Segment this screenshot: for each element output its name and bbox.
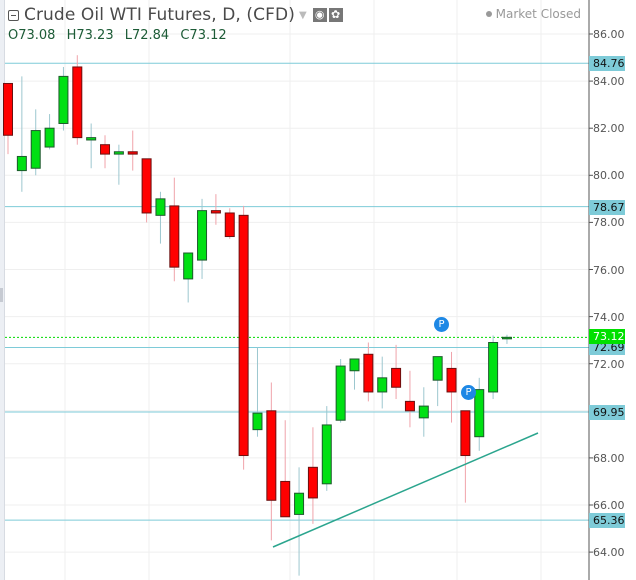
status-dot-icon (485, 11, 492, 17)
candle (280, 420, 291, 518)
gear-icon[interactable]: ✿ (328, 8, 343, 22)
candle (460, 410, 471, 503)
axis-ticks (589, 33, 593, 553)
candle (72, 55, 83, 145)
sidebar-toggle-handle[interactable] (0, 288, 3, 302)
candle (86, 123, 97, 169)
candle (16, 76, 27, 192)
status-text: Market Closed (495, 7, 581, 21)
axis-tick-label: 86.00 (593, 28, 625, 41)
candle (307, 427, 318, 524)
candle (100, 135, 111, 169)
candle (432, 356, 443, 407)
high-value: H73.23 (66, 28, 114, 43)
chevron-down-icon[interactable]: ▼ (298, 9, 307, 21)
candle (224, 208, 235, 239)
level-price-tag: 78.67 (589, 199, 625, 215)
close-value: C73.12 (180, 28, 227, 43)
candle (30, 109, 41, 176)
candle (266, 382, 277, 541)
open-value: O73.08 (8, 28, 56, 43)
axis-tick-label: 68.00 (593, 451, 625, 465)
level-price-tag: 65.36 (589, 513, 625, 529)
candle (238, 205, 249, 470)
axis-tick-label: 76.00 (593, 263, 625, 277)
candle (3, 82, 13, 155)
ohlc-values: O73.08 H73.23 L72.84 C73.12 (8, 28, 345, 43)
candle (252, 347, 263, 437)
candle (183, 252, 194, 303)
candle (141, 158, 152, 223)
candle (446, 351, 457, 423)
candle (169, 177, 180, 282)
candle (404, 370, 415, 428)
candle (335, 358, 346, 423)
candle (474, 377, 485, 451)
candle (377, 356, 388, 409)
axis-tick-label: 64.00 (593, 546, 625, 560)
event-marker-p[interactable]: P (434, 317, 449, 332)
collapse-icon[interactable] (8, 9, 19, 21)
candle (294, 467, 305, 576)
axis-tick-label: 82.00 (593, 122, 625, 136)
axis-tick-label: 78.00 (593, 216, 625, 230)
grid-lines (5, 0, 589, 580)
candle (488, 335, 499, 400)
candle (155, 191, 166, 244)
axis-tick-label: 84.00 (593, 75, 625, 89)
axis-tick-label: 74.00 (593, 310, 625, 324)
axis-tick-label: 66.00 (593, 499, 625, 512)
last-price-tag: 73.12 (589, 329, 625, 345)
candle (210, 194, 221, 225)
candle (321, 406, 332, 491)
candle (127, 130, 138, 171)
candle (113, 144, 124, 185)
eye-icon[interactable]: ◉ (312, 8, 327, 22)
candle (349, 358, 360, 390)
candle (363, 342, 374, 402)
chart-legend: Crude Oil WTI Futures, D, (CFD) ▼ ◉ ✿ O7… (8, 4, 345, 43)
axis-tick-label: 72.00 (593, 357, 625, 371)
horizontal-levels (5, 62, 589, 521)
candle (44, 114, 55, 150)
candle (391, 344, 402, 400)
candle (197, 198, 208, 279)
market-status: Market Closed (485, 7, 581, 21)
candle (418, 387, 429, 437)
candle (58, 66, 69, 131)
axis-tick-label: 80.00 (593, 169, 625, 183)
event-marker-p[interactable]: P (461, 385, 476, 400)
level-price-tag: 84.76 (589, 56, 625, 72)
low-value: L72.84 (124, 28, 170, 43)
level-price-tag: 69.95 (589, 404, 625, 420)
trendline (272, 432, 539, 548)
candles (3, 55, 512, 576)
candle (501, 334, 512, 344)
symbol-title[interactable]: Crude Oil WTI Futures, D, (CFD) (24, 5, 295, 25)
